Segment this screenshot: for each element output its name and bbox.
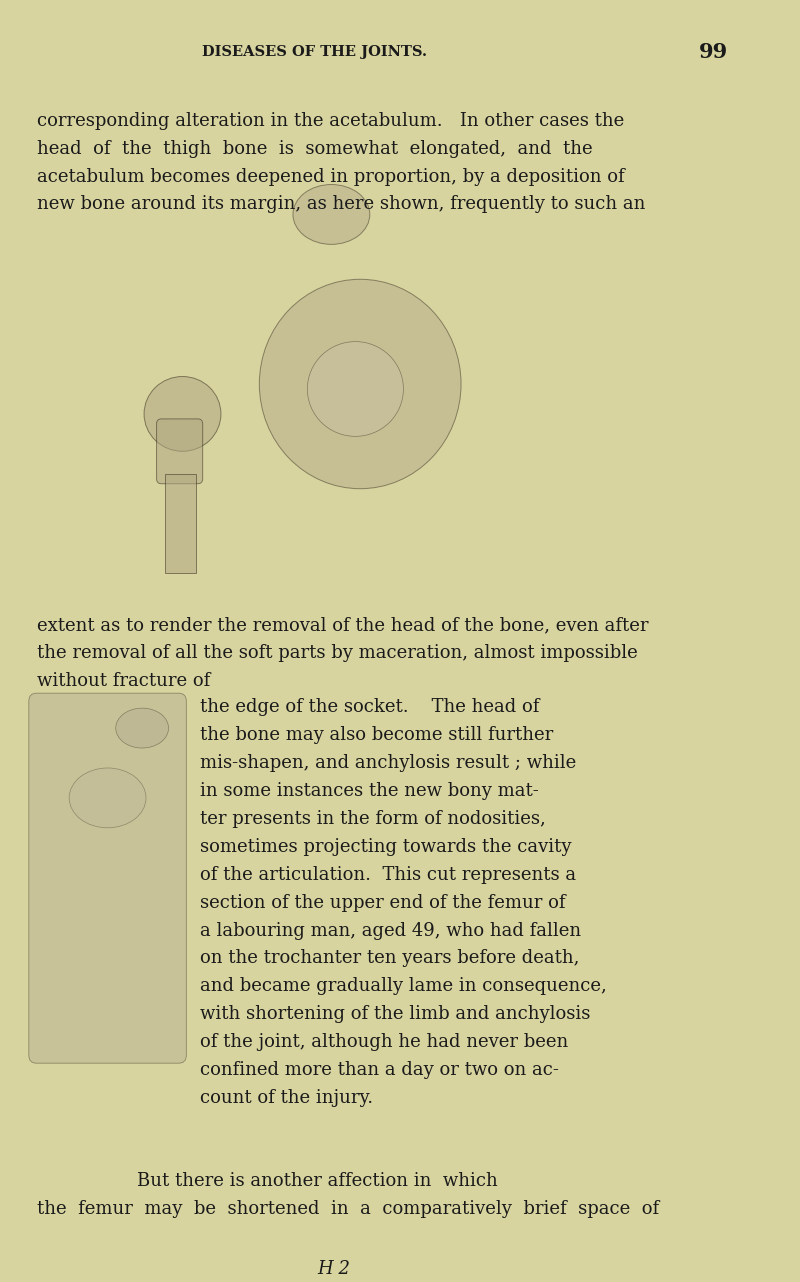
Text: with shortening of the limb and anchylosis: with shortening of the limb and anchylos…: [200, 1005, 590, 1023]
FancyBboxPatch shape: [157, 419, 202, 483]
Text: of the joint, although he had never been: of the joint, although he had never been: [200, 1033, 568, 1051]
Text: mis-shapen, and anchylosis result ; while: mis-shapen, and anchylosis result ; whil…: [200, 754, 576, 772]
Ellipse shape: [293, 185, 370, 245]
Text: of the articulation.  This cut represents a: of the articulation. This cut represents…: [200, 865, 576, 883]
Text: H 2: H 2: [317, 1260, 350, 1278]
Text: new bone around its margin, as here shown, frequently to such an: new bone around its margin, as here show…: [37, 195, 645, 214]
Text: and became gradually lame in consequence,: and became gradually lame in consequence…: [200, 977, 606, 995]
Ellipse shape: [144, 377, 221, 451]
FancyBboxPatch shape: [29, 694, 186, 1063]
Text: the  femur  may  be  shortened  in  a  comparatively  brief  space  of: the femur may be shortened in a comparat…: [37, 1200, 658, 1218]
Text: extent as to render the removal of the head of the bone, even after: extent as to render the removal of the h…: [37, 617, 648, 635]
Bar: [166, 474, 196, 573]
Text: the edge of the socket.    The head of: the edge of the socket. The head of: [200, 699, 539, 717]
Text: ter presents in the form of nodosities,: ter presents in the form of nodosities,: [200, 810, 546, 828]
Ellipse shape: [259, 279, 461, 488]
Text: head  of  the  thigh  bone  is  somewhat  elongated,  and  the: head of the thigh bone is somewhat elong…: [37, 140, 592, 158]
Text: count of the injury.: count of the injury.: [200, 1090, 373, 1108]
Ellipse shape: [69, 768, 146, 828]
Text: acetabulum becomes deepened in proportion, by a deposition of: acetabulum becomes deepened in proportio…: [37, 168, 624, 186]
Text: in some instances the new bony mat-: in some instances the new bony mat-: [200, 782, 538, 800]
Text: confined more than a day or two on ac-: confined more than a day or two on ac-: [200, 1061, 558, 1079]
Text: sometimes projecting towards the cavity: sometimes projecting towards the cavity: [200, 838, 571, 856]
Text: on the trochanter ten years before death,: on the trochanter ten years before death…: [200, 950, 579, 968]
Text: section of the upper end of the femur of: section of the upper end of the femur of: [200, 894, 566, 912]
Text: But there is another affection in  which: But there is another affection in which: [138, 1172, 498, 1190]
Text: corresponding alteration in the acetabulum.   In other cases the: corresponding alteration in the acetabul…: [37, 112, 624, 129]
Text: DISEASES OF THE JOINTS.: DISEASES OF THE JOINTS.: [202, 45, 426, 59]
Text: a labouring man, aged 49, who had fallen: a labouring man, aged 49, who had fallen: [200, 922, 581, 940]
Text: without fracture of: without fracture of: [37, 672, 210, 690]
Ellipse shape: [307, 341, 403, 436]
Text: 99: 99: [699, 42, 729, 62]
Ellipse shape: [116, 708, 169, 747]
Text: the removal of all the soft parts by maceration, almost impossible: the removal of all the soft parts by mac…: [37, 645, 638, 663]
Text: the bone may also become still further: the bone may also become still further: [200, 726, 553, 744]
